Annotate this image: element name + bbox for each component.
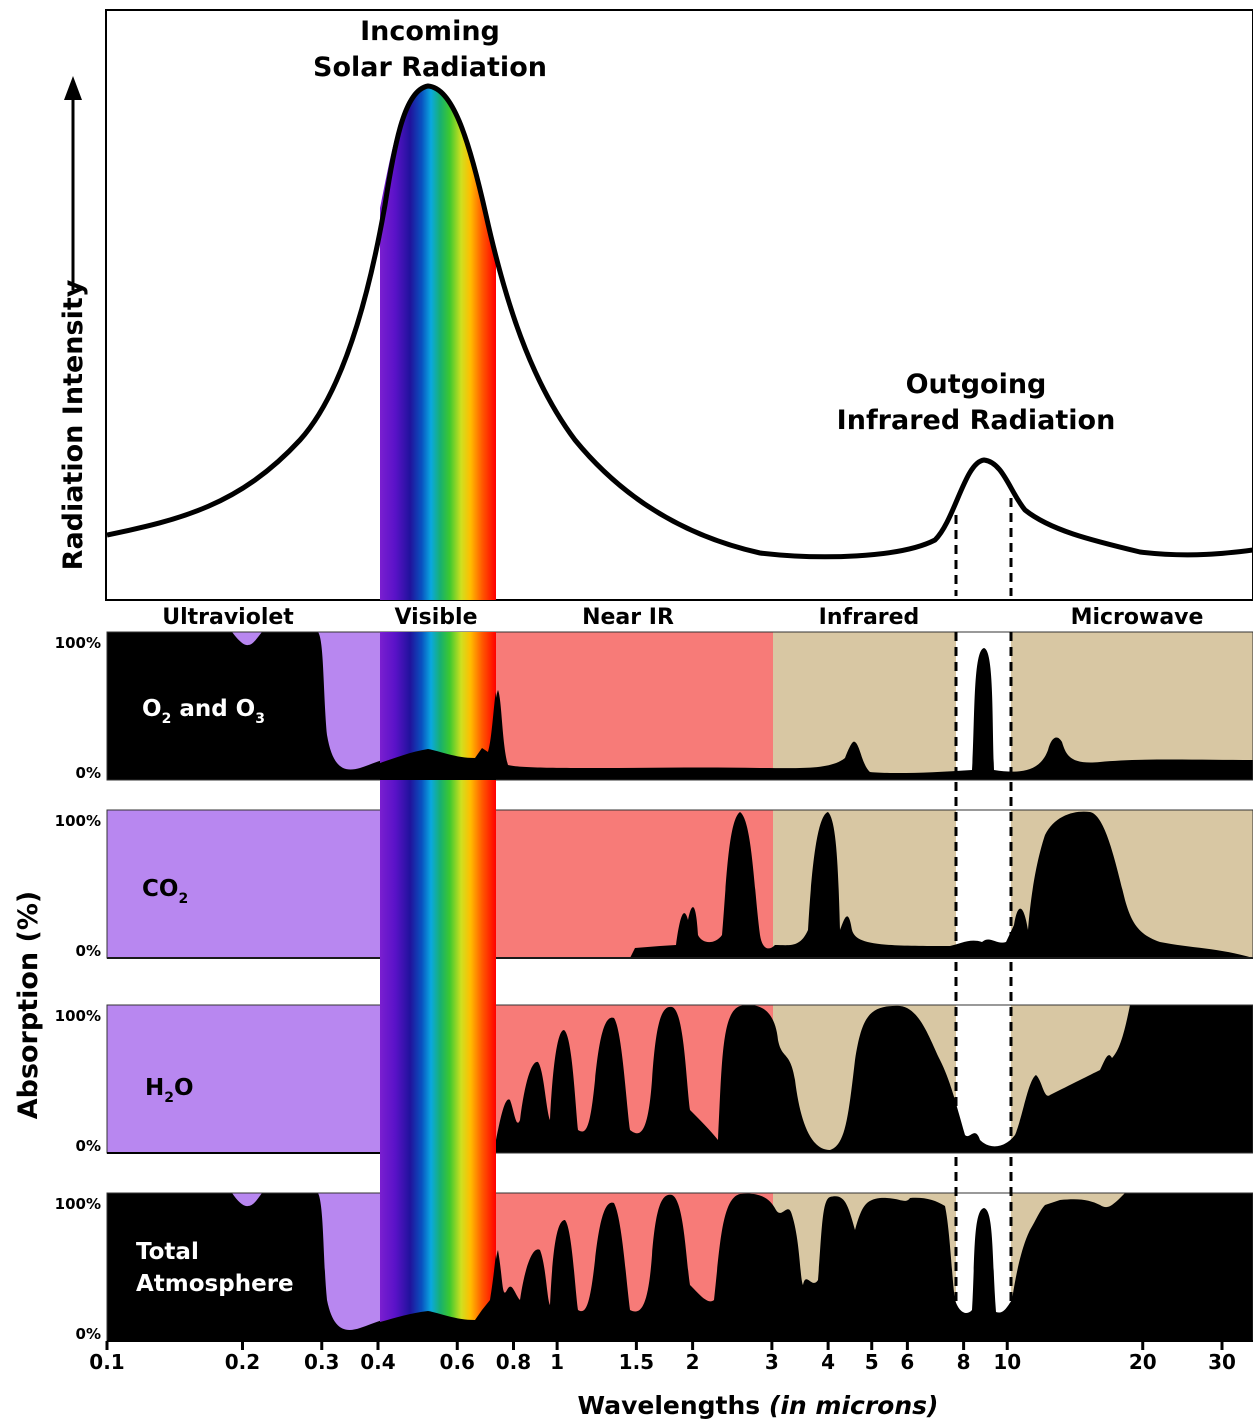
- x-tick-label: 0.4: [360, 1350, 395, 1374]
- x-tick-label: 0.2: [225, 1350, 260, 1374]
- x-tick-label: 10: [993, 1350, 1021, 1374]
- o2o3-absorption-area: [107, 632, 1253, 780]
- x-tick-label: 0.6: [440, 1350, 475, 1374]
- total-tick-0: 0%: [76, 1325, 101, 1343]
- o2o3-frame: [106, 631, 1253, 781]
- x-tick-label: 20: [1129, 1350, 1157, 1374]
- o2-o3-absorption-panel: 100% 0% O2 and O3: [55, 631, 1253, 782]
- ir-title-line2: Infrared Radiation: [837, 405, 1116, 436]
- region-microwave: Microwave: [1071, 605, 1204, 630]
- o2o3-tick-0: 0%: [76, 764, 101, 782]
- x-tick-label: 0.8: [496, 1350, 531, 1374]
- h2o-absorption-panel: 100% 0% H2O: [55, 1004, 1253, 1155]
- co2-tick-0: 0%: [76, 942, 101, 960]
- o2o3-label-sub2: 3: [255, 711, 265, 727]
- h2o-window-background: [956, 1005, 1011, 1153]
- x-axis-label-main: Wavelengths: [578, 1391, 761, 1420]
- x-tick-label: 3: [765, 1350, 779, 1374]
- x-tick-label: 0.3: [304, 1350, 339, 1374]
- x-tick-label: 8: [957, 1350, 971, 1374]
- x-axis-label-units: (in microns): [769, 1391, 939, 1420]
- h2o-tick-100: 100%: [55, 1007, 101, 1025]
- co2-tick-100: 100%: [55, 812, 101, 830]
- x-tick-label: 1.5: [619, 1350, 654, 1374]
- region-labels: Ultraviolet Visible Near IR Infrared Mic…: [162, 605, 1203, 630]
- o2o3-label-and-o3: and O: [171, 696, 255, 722]
- h2o-label: H2O: [145, 1075, 194, 1106]
- co2-window-background: [956, 810, 1011, 958]
- radiation-intensity-ylabel: Radiation Intensity: [58, 279, 89, 570]
- region-ultraviolet: Ultraviolet: [162, 605, 294, 630]
- solar-spectrum-fill: [380, 86, 496, 600]
- co2-absorption-panel: 100% 0% CO2: [55, 809, 1253, 960]
- h2o-absorption-area: [496, 1005, 1253, 1153]
- x-tick-label: 6: [900, 1350, 914, 1374]
- o2o3-nearir-background: [496, 632, 773, 780]
- co2-label-base: CO: [142, 876, 178, 902]
- radiation-intensity-panel: Incoming Solar Radiation Outgoing Infrar…: [58, 9, 1253, 601]
- h2o-frame: [106, 1004, 1253, 1154]
- total-tick-100: 100%: [55, 1195, 101, 1213]
- x-axis-label-space: [760, 1391, 769, 1420]
- x-tick-label: 2: [686, 1350, 700, 1374]
- o2o3-visible-absorption: [380, 692, 496, 780]
- total-absorption-area: [107, 1193, 1253, 1341]
- o2o3-ir-background: [773, 632, 1253, 780]
- co2-label: CO2: [142, 876, 188, 907]
- o2o3-label-o2: O: [142, 696, 162, 722]
- visible-spectrum-stripe: [380, 632, 496, 1341]
- h2o-label-base: H: [145, 1075, 164, 1101]
- solar-title-line1: Incoming: [360, 16, 500, 47]
- absorption-ylabel: Absorption (%): [13, 891, 44, 1120]
- solar-title-line2: Solar Radiation: [313, 52, 547, 83]
- h2o-label-tail: O: [174, 1075, 194, 1101]
- co2-label-sub: 2: [178, 891, 188, 907]
- x-tick-label: 0.1: [89, 1350, 124, 1374]
- co2-frame: [106, 809, 1253, 959]
- region-visible: Visible: [394, 605, 477, 630]
- o2o3-label-sub1: 2: [162, 711, 172, 727]
- o2o3-tick-100: 100%: [55, 634, 101, 652]
- total-atmosphere-absorption-panel: 100% 0% Total Atmosphere: [55, 1192, 1253, 1343]
- total-label-line2: Atmosphere: [136, 1271, 294, 1297]
- total-visible-absorption: [380, 1255, 496, 1341]
- x-tick-label: 30: [1208, 1350, 1236, 1374]
- region-infrared: Infrared: [819, 605, 920, 630]
- x-axis-label: Wavelengths (in microns): [578, 1391, 939, 1420]
- co2-absorption-area: [630, 811, 1253, 958]
- region-near-ir: Near IR: [582, 605, 674, 630]
- h2o-uv-background: [107, 1005, 380, 1153]
- x-tick-label: 5: [865, 1350, 879, 1374]
- h2o-tick-0: 0%: [76, 1137, 101, 1155]
- h2o-label-sub: 2: [164, 1090, 174, 1106]
- ir-title-line1: Outgoing: [906, 369, 1047, 400]
- intensity-arrow-head: [64, 76, 82, 100]
- o2o3-label: O2 and O3: [142, 696, 265, 727]
- x-tick-label: 1: [550, 1350, 564, 1374]
- wavelength-axis: 0.1 0.2 0.3 0.4 0.6 0.8 1 1.5 2 3 4 5 6 8 10 20 30: [89, 1340, 1253, 1374]
- x-tick-label: 4: [821, 1350, 835, 1374]
- top-panel-frame: [105, 9, 1253, 601]
- total-label-line1: Total: [136, 1239, 199, 1265]
- co2-uv-background: [107, 810, 380, 958]
- radiation-intensity-curve: [107, 83, 1253, 560]
